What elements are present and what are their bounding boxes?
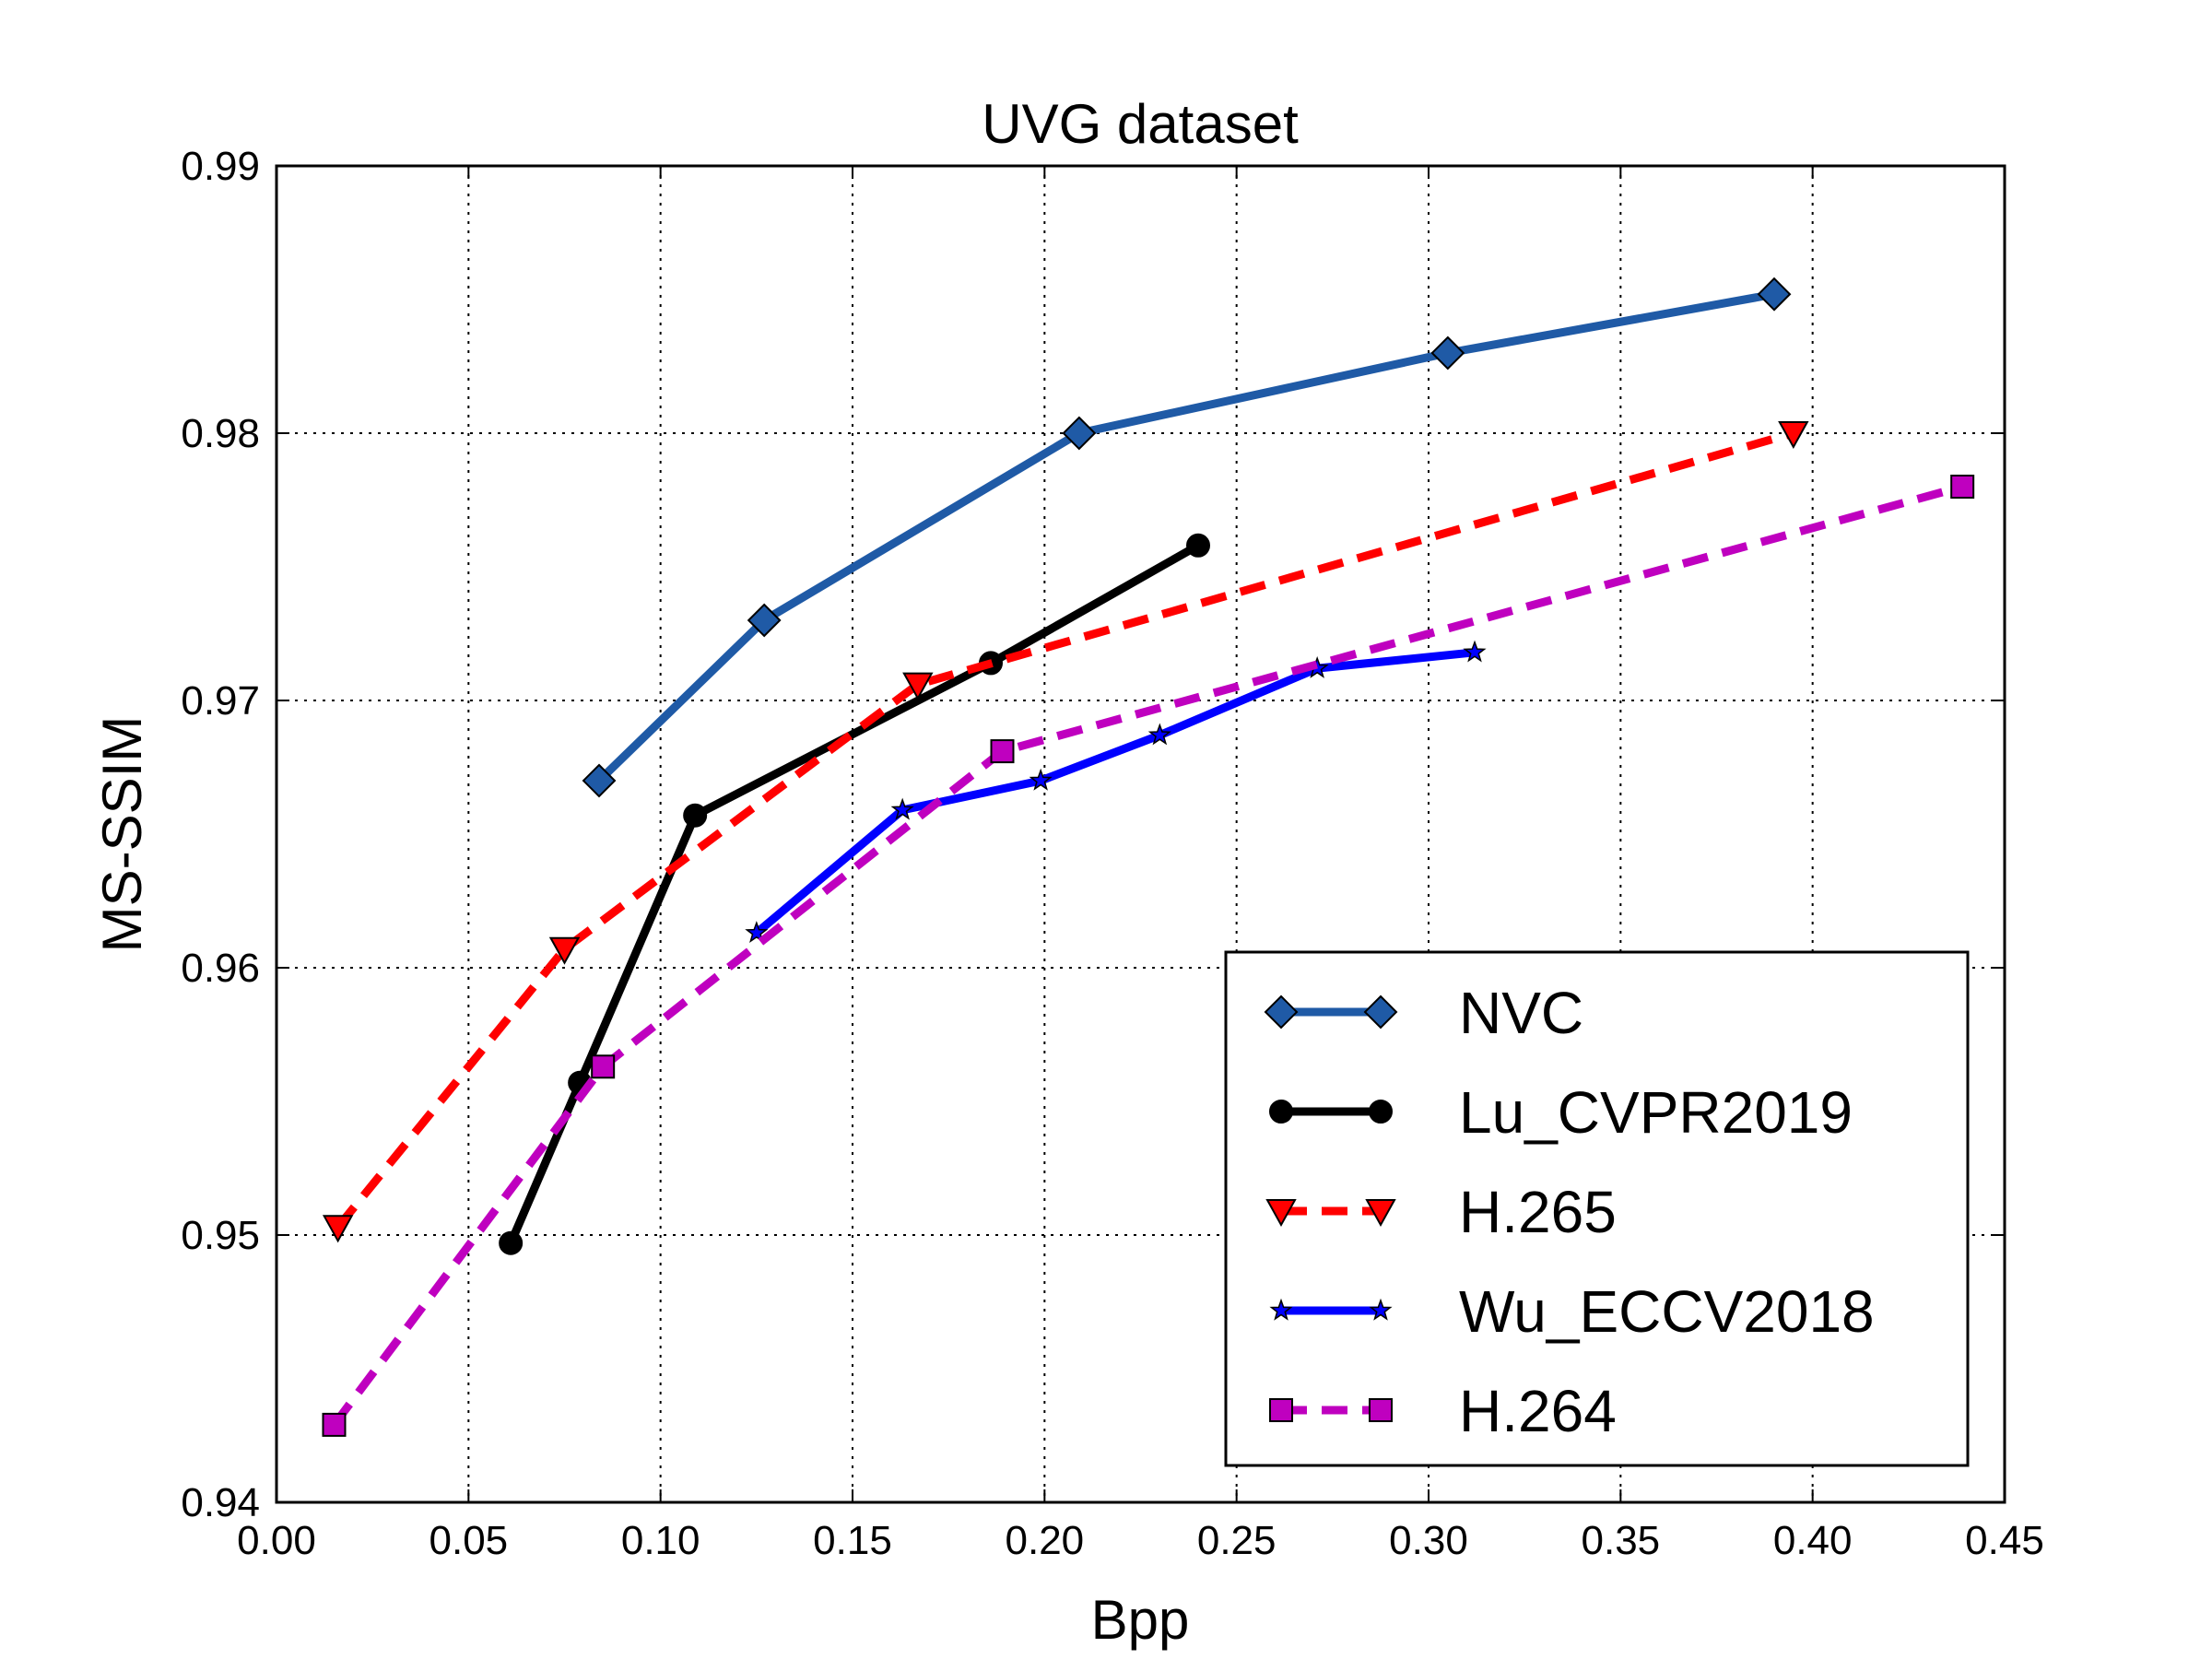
legend-item: Wu_ECCV2018 bbox=[1269, 1278, 1875, 1345]
data-point bbox=[902, 672, 934, 700]
legend-item: H.265 bbox=[1265, 1179, 1617, 1245]
x-axis-label: Bpp bbox=[1091, 1589, 1190, 1651]
x-tick-label: 0.10 bbox=[621, 1518, 700, 1563]
legend: NVC Lu_CVPR2019 H.265 Wu_ECCV2018 H.264 bbox=[1224, 950, 1970, 1467]
y-tick-label: 0.96 bbox=[181, 946, 260, 991]
data-point bbox=[1029, 768, 1053, 791]
legend-label: H.264 bbox=[1459, 1378, 1617, 1444]
legend-marker bbox=[1269, 1100, 1293, 1124]
legend-marker bbox=[1365, 1199, 1396, 1228]
data-point bbox=[745, 921, 769, 943]
x-tick-label: 0.05 bbox=[429, 1518, 509, 1563]
x-tick-label: 0.25 bbox=[1197, 1518, 1277, 1563]
x-tick-label: 0.45 bbox=[1965, 1518, 2044, 1563]
legend-marker bbox=[1264, 994, 1299, 1030]
data-point bbox=[1757, 276, 1792, 312]
data-point bbox=[1147, 723, 1171, 746]
y-tick-label: 0.97 bbox=[181, 678, 260, 724]
legend-marker bbox=[1269, 1398, 1293, 1422]
legend-marker bbox=[1269, 1298, 1293, 1321]
plot-frame bbox=[275, 164, 2006, 1504]
x-tick-label: 0.20 bbox=[1006, 1518, 1085, 1563]
data-point bbox=[1950, 475, 1975, 499]
legend-label: NVC bbox=[1459, 980, 1583, 1046]
data-point bbox=[890, 797, 914, 820]
legend-item: Lu_CVPR2019 bbox=[1269, 1079, 1853, 1146]
x-tick-label: 0.35 bbox=[1582, 1518, 1661, 1563]
data-point bbox=[1430, 335, 1465, 371]
y-axis-label: MS-SSIM bbox=[91, 716, 153, 953]
data-point bbox=[747, 603, 782, 638]
legend-label: H.265 bbox=[1459, 1179, 1617, 1245]
legend-marker bbox=[1369, 1100, 1393, 1124]
data-point bbox=[1463, 640, 1487, 663]
y-tick-label: 0.94 bbox=[181, 1480, 260, 1525]
data-point bbox=[1778, 421, 1809, 450]
x-tick-label: 0.15 bbox=[813, 1518, 892, 1563]
y-tick-label: 0.95 bbox=[181, 1213, 260, 1258]
data-point bbox=[548, 936, 581, 965]
legend-box bbox=[1224, 950, 1970, 1467]
data-point bbox=[990, 739, 1015, 764]
legend-marker bbox=[1369, 1398, 1393, 1422]
legend-item: H.264 bbox=[1269, 1378, 1617, 1444]
data-point bbox=[499, 1230, 524, 1255]
series-H.265 bbox=[322, 421, 1809, 1243]
x-tick-label: 0.40 bbox=[1773, 1518, 1853, 1563]
series-H.264 bbox=[322, 475, 1975, 1437]
series-line bbox=[330, 482, 1964, 1428]
data-point bbox=[322, 1215, 354, 1243]
data-point bbox=[591, 1054, 616, 1079]
y-tick-label: 0.98 bbox=[181, 411, 260, 456]
legend-item: NVC bbox=[1264, 980, 1583, 1046]
legend-label: Lu_CVPR2019 bbox=[1459, 1079, 1853, 1146]
legend-marker bbox=[1265, 1199, 1297, 1228]
series-line bbox=[753, 648, 1476, 936]
legend-marker bbox=[1363, 994, 1398, 1030]
x-tick-label: 0.00 bbox=[237, 1518, 316, 1563]
data-point bbox=[582, 763, 617, 798]
data-point bbox=[1062, 416, 1097, 451]
series-NVC bbox=[582, 276, 1792, 798]
series-Wu_ECCV2018 bbox=[745, 640, 1487, 943]
x-tick-label: 0.30 bbox=[1389, 1518, 1468, 1563]
legend-label: Wu_ECCV2018 bbox=[1459, 1278, 1875, 1345]
series-line bbox=[335, 429, 1795, 1230]
data-point bbox=[322, 1412, 347, 1437]
data-point bbox=[683, 803, 708, 828]
ticks: 0.00 0.05 0.10 0.15 0.20 0.25 0.30 0.35 0.40 0.45… bbox=[181, 144, 2043, 1563]
legend-marker bbox=[1369, 1298, 1393, 1321]
data-point bbox=[1186, 533, 1210, 558]
chart-title: UVG dataset bbox=[982, 93, 1299, 155]
y-tick-label: 0.99 bbox=[181, 144, 260, 189]
series-layer bbox=[322, 276, 1975, 1437]
